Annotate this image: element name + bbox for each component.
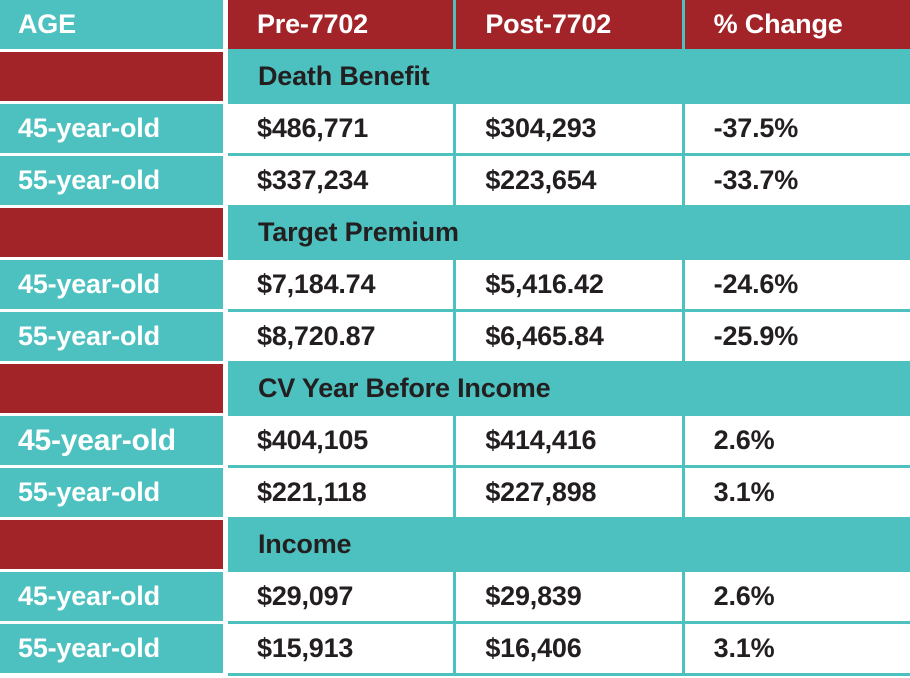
value-cell-pre: $8,720.87 (228, 312, 454, 361)
section-title-income: Income (258, 529, 352, 559)
table-row: $15,913 $16,406 3.1% (228, 624, 910, 673)
value-cell-post: $5,416.42 (456, 260, 682, 309)
value-cell-change: 2.6% (684, 416, 910, 465)
table-row: $221,118 $227,898 3.1% (228, 468, 910, 517)
age-label: 45-year-old (0, 104, 223, 153)
value-cell-change: 2.6% (684, 572, 910, 621)
value-cell-post: $29,839 (456, 572, 682, 621)
section-spacer-income (0, 520, 223, 569)
value-cell-change: -25.9% (684, 312, 910, 361)
header-row: Pre-7702 Post-7702 % Change (228, 0, 910, 49)
age-label: 45-year-old (0, 260, 223, 309)
section-title-cv-year-before-income: CV Year Before Income (258, 373, 551, 403)
table-row: $8,720.87 $6,465.84 -25.9% (228, 312, 910, 361)
column-header-pre-7702: Pre-7702 (228, 0, 454, 49)
table-row: $486,771 $304,293 -37.5% (228, 104, 910, 153)
age-label: 45-year-old (0, 572, 223, 621)
age-label: 55-year-old (0, 468, 223, 517)
value-cell-pre: $7,184.74 (228, 260, 454, 309)
section-title-death-benefit: Death Benefit (258, 61, 430, 91)
value-cell-post: $16,406 (456, 624, 682, 673)
value-cell-post: $6,465.84 (456, 312, 682, 361)
value-cell-change: 3.1% (684, 468, 910, 517)
section-spacer-death-benefit (0, 52, 223, 101)
age-label: 55-year-old (0, 624, 223, 673)
value-cell-pre: $404,105 (228, 416, 454, 465)
value-cell-change: -37.5% (684, 104, 910, 153)
column-header-percent-change: % Change (684, 0, 910, 49)
section-spacer-target-premium (0, 208, 223, 257)
age-label: 45-year-old (0, 416, 223, 465)
column-header-age: AGE (0, 0, 223, 49)
age-label: 55-year-old (0, 156, 223, 205)
value-cell-pre: $221,118 (228, 468, 454, 517)
section-title-target-premium: Target Premium (258, 217, 459, 247)
value-cell-post: $227,898 (456, 468, 682, 517)
value-cell-post: $414,416 (456, 416, 682, 465)
value-cell-change: -33.7% (684, 156, 910, 205)
value-cell-change: -24.6% (684, 260, 910, 309)
age-column: AGE 45-year-old 55-year-old 45-year-old … (0, 0, 223, 673)
table-row: $404,105 $414,416 2.6% (228, 416, 910, 465)
value-cell-pre: $29,097 (228, 572, 454, 621)
value-cell-pre: $15,913 (228, 624, 454, 673)
value-cell-pre: $486,771 (228, 104, 454, 153)
value-columns: Pre-7702 Post-7702 % Change Death Benefi… (228, 0, 910, 676)
value-cell-post: $223,654 (456, 156, 682, 205)
age-label: 55-year-old (0, 312, 223, 361)
table-row: $29,097 $29,839 2.6% (228, 572, 910, 621)
section-spacer-cv-year-before-income (0, 364, 223, 413)
table-row: $7,184.74 $5,416.42 -24.6% (228, 260, 910, 309)
table-row: $337,234 $223,654 -33.7% (228, 156, 910, 205)
value-cell-pre: $337,234 (228, 156, 454, 205)
value-cell-change: 3.1% (684, 624, 910, 673)
value-cell-post: $304,293 (456, 104, 682, 153)
column-header-post-7702: Post-7702 (456, 0, 682, 49)
